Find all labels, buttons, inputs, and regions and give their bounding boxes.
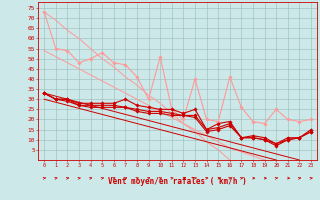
- X-axis label: Vent moyen/en rafales ( km/h ): Vent moyen/en rafales ( km/h ): [108, 177, 247, 186]
